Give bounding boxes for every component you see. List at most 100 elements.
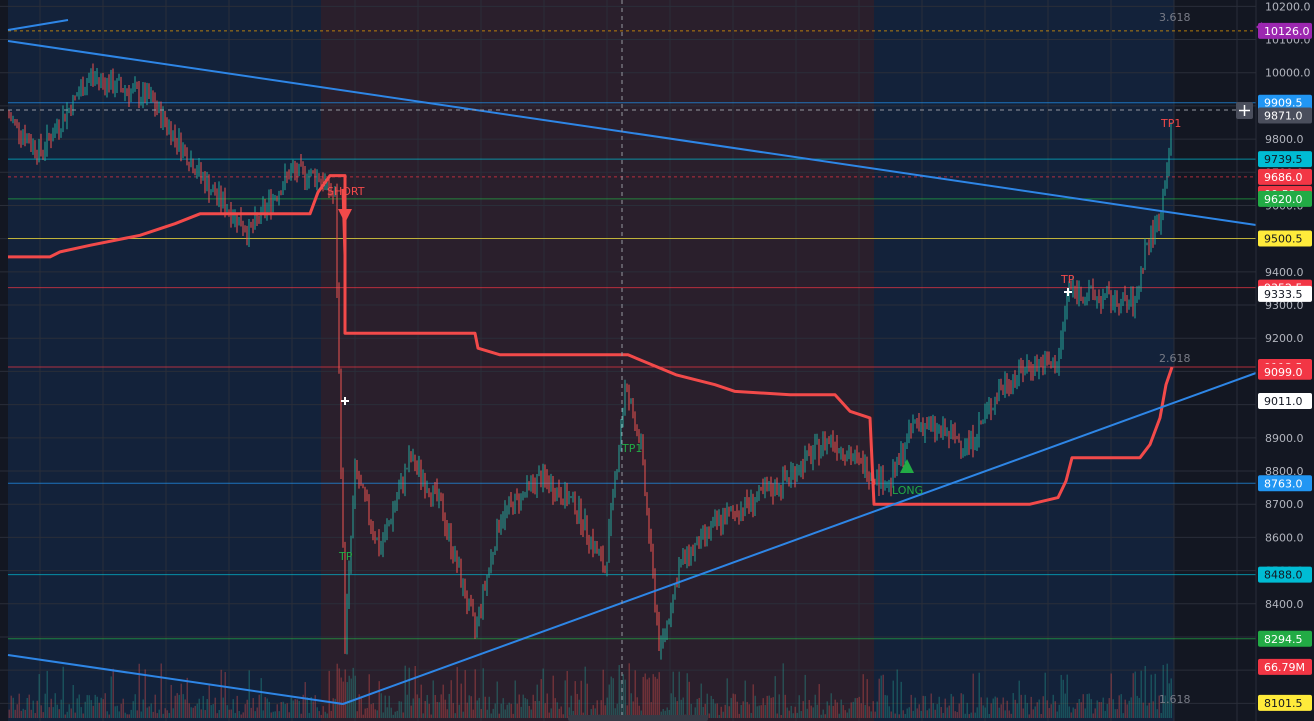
volume-bar-201 (410, 705, 412, 718)
volume-bar-432 (872, 701, 874, 718)
volume-bar-502 (1012, 693, 1014, 718)
volume-bar-141 (290, 697, 292, 718)
volume-bar-313 (634, 670, 636, 718)
volume-bar-340 (688, 681, 690, 718)
price-badge-6: 9620.0 (1258, 190, 1312, 207)
volume-bar-436 (880, 675, 882, 718)
volume-bar-107 (222, 697, 224, 718)
volume-bar-72 (152, 711, 154, 718)
volume-bar-216 (440, 694, 442, 718)
volume-bar-540 (1088, 693, 1090, 718)
volume-bar-317 (642, 676, 644, 718)
volume-bar-427 (862, 674, 864, 718)
alert-arrow-icon (1256, 22, 1262, 32)
volume-bar-181 (370, 704, 372, 718)
volume-bar-548 (1104, 710, 1106, 718)
volume-bar-333 (674, 697, 676, 718)
fib-2618: 2.618 (1159, 352, 1191, 365)
volume-bar-196 (400, 701, 402, 718)
volume-bar-376 (760, 705, 762, 718)
price-badge-bg-7 (1258, 230, 1312, 247)
volume-bar-250 (508, 702, 510, 718)
volume-bar-259 (526, 699, 528, 718)
price-badge-bg-13 (1258, 475, 1312, 492)
trendline-upper[interactable] (7, 40, 1257, 226)
volume-bar-316 (640, 710, 642, 718)
volume-bar-173 (354, 675, 356, 718)
volume-bar-416 (840, 699, 842, 718)
volume-bar-490 (988, 713, 990, 718)
volume-bar-560 (1128, 700, 1130, 718)
volume-bar-221 (450, 680, 452, 718)
volume-bar-374 (756, 706, 758, 718)
volume-bar-437 (882, 674, 884, 718)
volume-bar-383 (774, 676, 776, 718)
volume-bar-321 (650, 702, 652, 718)
volume-bar-145 (298, 700, 300, 718)
volume-bar-504 (1016, 703, 1018, 718)
volume-bar-341 (690, 703, 692, 718)
volume-bar-256 (520, 706, 522, 718)
volume-bar-203 (414, 665, 416, 718)
volume-bar-575 (1158, 695, 1160, 718)
volume-bar-70 (148, 706, 150, 718)
trendline-lower[interactable] (342, 372, 1257, 705)
volume-bar-523 (1054, 701, 1056, 718)
volume-bar-175 (358, 694, 360, 718)
volume-bar-171 (350, 678, 352, 718)
volume-bar-536 (1080, 702, 1082, 718)
volume-bar-30 (68, 704, 70, 718)
volume-bar-0 (8, 709, 10, 718)
volume-bar-32 (72, 684, 74, 718)
volume-bar-289 (586, 683, 588, 718)
volume-bar-87 (182, 694, 184, 718)
volume-bar-251 (510, 703, 512, 718)
volume-bar-455 (918, 704, 920, 718)
volume-bar-470 (948, 705, 950, 718)
volume-bar-257 (522, 694, 524, 718)
volume-bar-410 (828, 705, 830, 718)
volume-bar-112 (232, 699, 234, 718)
price-badge-3: 9739.5 (1258, 151, 1312, 168)
time-scroll-handle[interactable] (568, 715, 708, 721)
volume-bar-219 (446, 709, 448, 718)
volume-bar-426 (860, 703, 862, 718)
crosshair-plus-button[interactable] (1236, 102, 1253, 119)
price-badge-bg-4 (1258, 168, 1312, 185)
volume-bar-154 (316, 707, 318, 718)
volume-bar-252 (512, 713, 514, 718)
volume-bar-45 (98, 702, 100, 718)
volume-bar-53 (114, 706, 116, 718)
volume-bar-46 (100, 697, 102, 718)
volume-bar-345 (698, 697, 700, 718)
volume-bar-461 (930, 693, 932, 718)
volume-bar-159 (326, 713, 328, 718)
volume-bar-209 (426, 695, 428, 718)
volume-bar-101 (210, 705, 212, 718)
volume-bar-274 (556, 702, 558, 718)
volume-bar-529 (1066, 674, 1068, 718)
volume-bar-420 (848, 708, 850, 718)
volume-bar-27 (62, 666, 64, 718)
volume-bar-408 (824, 714, 826, 718)
volume-bar-409 (826, 701, 828, 718)
level-lines (8, 30, 1256, 640)
volume-bar-130 (268, 701, 270, 718)
volume-bar-550 (1108, 698, 1110, 718)
volume-bar-298 (604, 705, 606, 718)
volume-bar-513 (1034, 706, 1036, 718)
volume-bar-246 (500, 703, 502, 718)
volume-bar-184 (376, 710, 378, 718)
volume-bar-545 (1098, 702, 1100, 718)
volume-bar-162 (332, 698, 334, 718)
volume-bar-139 (286, 703, 288, 718)
volume-bar-496 (1000, 704, 1002, 718)
volume-bar-425 (858, 696, 860, 718)
volume-bar-68 (144, 669, 146, 718)
volume-bar-55 (118, 711, 120, 718)
trendline-lower-left[interactable] (7, 654, 344, 705)
trendline-upper-short[interactable] (7, 19, 69, 31)
volume-bar-285 (578, 699, 580, 718)
volume-bar-42 (92, 705, 94, 718)
